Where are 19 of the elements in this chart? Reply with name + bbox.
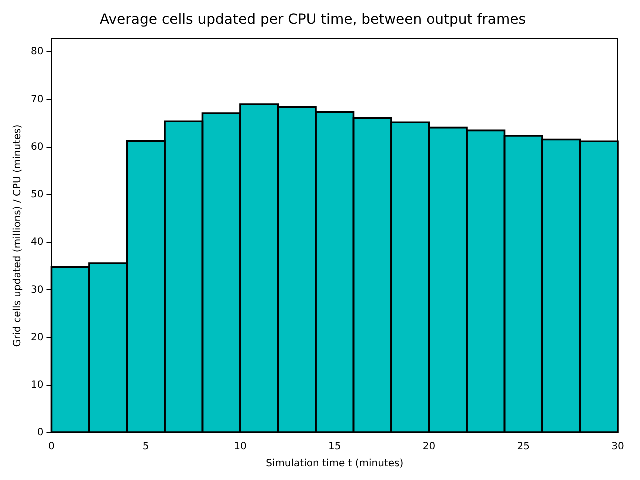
y-tick-label: 80 <box>30 46 44 58</box>
x-tick-label: 10 <box>234 442 247 453</box>
x-tick-label: 15 <box>328 442 342 453</box>
y-axis-title: Grid cells updated (millions) / CPU (minutes) <box>12 124 24 348</box>
x-tick-label: 20 <box>422 442 436 453</box>
x-tick-label: 5 <box>142 442 150 453</box>
x-axis-title: Simulation time t (minutes) <box>266 458 404 470</box>
y-tick-label: 0 <box>37 428 44 439</box>
x-tick-label: 30 <box>612 442 624 453</box>
x-tick-label: 0 <box>48 442 55 453</box>
y-tick-label: 60 <box>30 142 44 153</box>
y-tick-label: 30 <box>30 284 44 296</box>
y-tick-label: 50 <box>30 190 44 201</box>
x-tick-label: 25 <box>517 442 530 453</box>
y-tick-label: 10 <box>30 380 44 391</box>
y-tick-label: 40 <box>30 237 44 248</box>
chart-title: Average cells updated per CPU time, between output frames <box>100 12 526 28</box>
y-tick-label: 20 <box>30 332 44 344</box>
y-tick-label: 70 <box>30 94 44 106</box>
